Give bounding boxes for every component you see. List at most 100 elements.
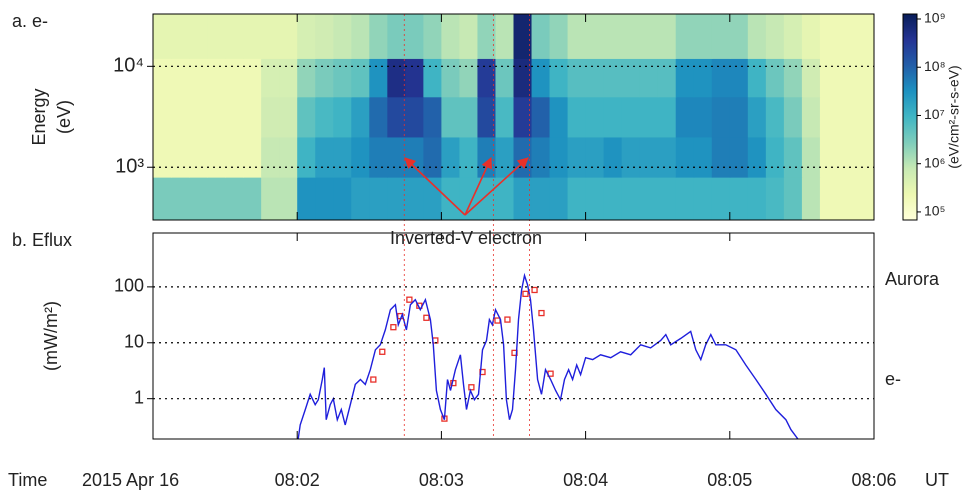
spectrogram-cell [189, 136, 208, 178]
spectrogram-cell [585, 58, 605, 98]
spectrogram-cell [297, 177, 316, 220]
spectrogram-cell [351, 136, 370, 178]
spectrogram-cell [603, 136, 623, 178]
date-label: 2015 Apr 16 [82, 470, 179, 490]
spectrogram-cell [855, 58, 874, 98]
spectrogram-cell [783, 177, 803, 220]
spectrogram-cell [711, 58, 731, 98]
colorbar-tick-label: 10⁸ [924, 58, 946, 74]
aurora-point [504, 316, 511, 323]
spectrogram-cell [585, 14, 605, 59]
legend-entry: e- [885, 369, 901, 389]
colorbar-tick-label: 10⁵ [924, 203, 945, 219]
time-label: Time [8, 470, 47, 490]
aurora-point [423, 314, 430, 321]
spectrogram-cell [783, 14, 803, 59]
spectrogram-cell [441, 96, 461, 138]
spectrogram-cell [279, 177, 298, 220]
x-tick-label: 08:02 [275, 470, 320, 490]
spectrogram-cell [459, 58, 479, 98]
spectrogram-cell [315, 58, 334, 98]
spectrogram-cell [585, 177, 605, 220]
y-axis-label: (eV) [54, 100, 74, 134]
spectrogram-cell [171, 14, 190, 59]
spectrogram-cell [837, 136, 857, 178]
spectrogram-cell [387, 58, 406, 98]
aurora-point [468, 384, 475, 391]
spectrogram-cell [531, 58, 551, 98]
arrow [464, 156, 492, 216]
spectrogram-cell [513, 177, 533, 220]
spectrogram-cell [279, 14, 298, 59]
spectrogram-cell [423, 58, 442, 98]
spectrogram-cell [711, 177, 731, 220]
unit-label: UT [925, 470, 949, 490]
aurora-point [370, 376, 377, 383]
spectrogram-cell [405, 96, 424, 138]
spectrogram-cell [621, 136, 641, 178]
spectrogram-cell [711, 14, 731, 59]
spectrogram-cell [729, 177, 749, 220]
y-axis-label: Energy [29, 88, 49, 145]
spectrogram-cell [693, 96, 713, 138]
colorbar-label: (eV/cm²-sr-s-eV) [946, 65, 962, 168]
spectrogram-cell [801, 136, 821, 178]
spectrogram-cell [279, 136, 298, 178]
spectrogram-cell [477, 177, 497, 220]
plot-frame [152, 232, 875, 440]
spectrogram-cell [621, 96, 641, 138]
spectrogram-cell [585, 96, 605, 138]
flux-plot [297, 272, 799, 439]
spectrogram-cell [621, 14, 641, 59]
x-tick-label: 08:04 [563, 470, 608, 490]
spectrogram-cell [351, 58, 370, 98]
spectrogram-cell [351, 96, 370, 138]
spectrogram-cell [171, 58, 190, 98]
spectrogram-cell [477, 58, 497, 98]
spectrogram-cell [423, 14, 442, 59]
spectrogram-cell [855, 177, 874, 220]
spectrogram-cell [423, 136, 442, 178]
spectrogram-cell [171, 136, 190, 178]
spectrogram-cell [549, 96, 569, 138]
spectrogram-cell [549, 14, 569, 59]
spectrogram-cell [405, 136, 424, 178]
plot-frame [152, 13, 875, 221]
spectrogram-cell [837, 14, 857, 59]
spectrogram-cell [801, 177, 821, 220]
x-tick-label: 08:05 [707, 470, 752, 490]
spectrogram-cell [225, 96, 244, 138]
spectrogram-cell [225, 58, 244, 98]
spectrogram-cell [369, 96, 388, 138]
spectrogram-cell [693, 14, 713, 59]
spectrogram-cell [765, 136, 785, 178]
spectrogram-cell [675, 58, 695, 98]
spectrogram-cell [207, 58, 226, 98]
spectrogram-cell [639, 14, 659, 59]
spectrogram-cell [657, 177, 677, 220]
spectrogram-cell [549, 177, 569, 220]
spectrogram-cell [675, 177, 695, 220]
spectrogram-cell [459, 177, 479, 220]
spectrogram-cell [189, 14, 208, 59]
spectrogram-cell [261, 14, 280, 59]
spectrogram-cell [693, 177, 713, 220]
spectrogram-cell [333, 136, 352, 178]
spectrogram-cell [171, 96, 190, 138]
colorbar-tick-label: 10⁹ [924, 10, 946, 26]
spectrogram-cell [207, 14, 226, 59]
annotation-arrows [404, 156, 529, 216]
spectrogram-cell [675, 96, 695, 138]
aurora-point [494, 317, 501, 324]
spectrogram-cell [729, 96, 749, 138]
spectrogram-cell [477, 96, 497, 138]
spectrogram-cell [747, 14, 767, 59]
spectrogram-cell [531, 136, 551, 178]
x-tick-label: 08:03 [419, 470, 464, 490]
spectrogram-cell [693, 58, 713, 98]
spectrogram-cells [153, 14, 874, 220]
spectrogram-cell [171, 177, 190, 220]
spectrogram-cell [369, 58, 388, 98]
spectrogram-cell [567, 177, 587, 220]
spectrogram-cell [783, 96, 803, 138]
